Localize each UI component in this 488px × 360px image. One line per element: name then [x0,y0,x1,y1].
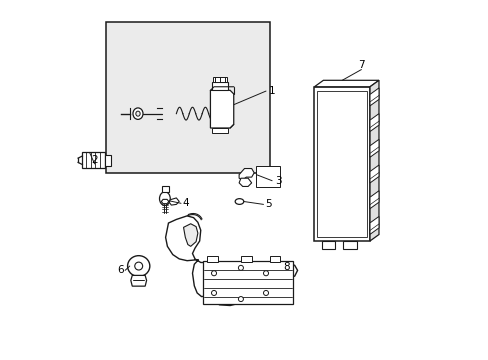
Text: 8: 8 [283,262,289,272]
Ellipse shape [136,111,140,116]
Bar [162,186,169,192]
Bar [212,128,228,134]
Ellipse shape [127,256,149,276]
Bar [203,261,292,304]
Polygon shape [161,199,168,204]
Text: 3: 3 [275,176,281,186]
Ellipse shape [238,297,243,302]
Text: 5: 5 [265,199,272,210]
Ellipse shape [238,265,243,270]
Bar [343,241,356,249]
Polygon shape [314,80,378,87]
Ellipse shape [235,199,244,204]
Text: 1: 1 [268,86,275,96]
Bar [256,166,279,187]
Polygon shape [369,139,378,157]
Bar [321,241,335,249]
Ellipse shape [135,262,142,270]
Polygon shape [165,216,297,306]
Ellipse shape [211,271,216,276]
Bar [212,82,228,90]
Bar [241,256,251,262]
Polygon shape [369,80,378,241]
Text: 2: 2 [91,155,98,165]
Ellipse shape [263,291,268,296]
Polygon shape [169,198,179,205]
Bar [82,152,104,168]
Bar [106,22,269,173]
Ellipse shape [211,291,216,296]
Bar [104,155,111,166]
Polygon shape [183,224,198,246]
Bar [206,256,217,262]
Text: 7: 7 [357,60,364,70]
Ellipse shape [263,271,268,276]
Bar [317,91,366,237]
Polygon shape [369,216,378,234]
Bar [314,87,369,241]
Text: 6: 6 [117,265,124,275]
Polygon shape [369,191,378,209]
Polygon shape [239,168,254,180]
Text: 4: 4 [182,198,188,208]
Bar [213,77,226,82]
Polygon shape [369,114,378,131]
Ellipse shape [159,192,170,206]
Polygon shape [210,90,233,128]
Polygon shape [369,88,378,106]
Ellipse shape [133,108,142,120]
Bar [269,256,280,262]
Polygon shape [131,275,146,286]
Polygon shape [369,165,378,183]
Polygon shape [239,178,251,186]
